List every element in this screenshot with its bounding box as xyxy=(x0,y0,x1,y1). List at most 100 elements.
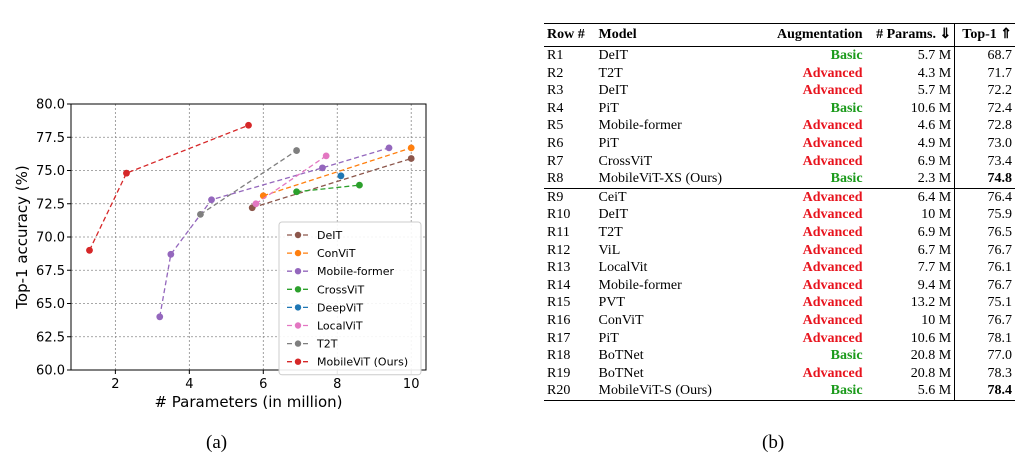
legend-marker-deit xyxy=(294,231,302,239)
cell-model: ViL xyxy=(598,242,621,258)
cell-top1: 78.3 xyxy=(954,364,1015,383)
cell-row-number: R20 xyxy=(544,382,596,401)
cell-top1: 75.1 xyxy=(954,294,1015,312)
cell-top1: 76.4 xyxy=(954,187,1015,207)
table-row: R16 ConViT Advanced 10 M 76.7 xyxy=(544,311,1015,330)
cell-top1: 72.2 xyxy=(954,82,1015,100)
cell-params: 5.7 M xyxy=(917,83,952,99)
cell-row-number: R9 xyxy=(544,187,596,207)
cell-params: 6.9 M xyxy=(917,224,952,240)
legend-marker-deepvit xyxy=(294,304,302,311)
cell-row-number: R16 xyxy=(547,312,571,328)
legend-label-t2t: T2T xyxy=(316,338,338,351)
cell-model: DeIT xyxy=(598,207,629,223)
cell-model: MobileViT-XS (Ours) xyxy=(598,171,723,187)
x-tick-label: 10 xyxy=(403,377,420,392)
data-point-t2t xyxy=(293,147,300,154)
data-point-mobile-former xyxy=(385,144,393,152)
x-tick-label: 8 xyxy=(333,377,341,392)
results-table-container: Row # Model Augmentation # Params. ⇓ Top… xyxy=(544,23,1015,401)
y-tick-label: 72.5 xyxy=(36,197,65,212)
cell-augmentation: Advanced xyxy=(802,135,863,151)
data-point-mobile-former xyxy=(167,250,175,258)
table-row: R11 T2T Advanced 6.9 M 76.5 xyxy=(544,223,1015,242)
cell-model: PiT xyxy=(598,100,619,116)
chart-ticks: 2 4 6 8 10 60.0 62.5 65.0 67.5 70.0 72.5 75.0 77.5 80… xyxy=(36,98,419,393)
table-row: R4 PiT Basic 10.6 M 72.4 xyxy=(544,99,1015,118)
table-row: R1 DeIT Basic 5.7 M 68.7 xyxy=(544,46,1015,65)
series-line-convit xyxy=(263,147,412,197)
y-tick-label: 62.5 xyxy=(36,330,65,345)
cell-row-number: R15 xyxy=(547,295,571,311)
cell-model: DeIT xyxy=(598,48,629,63)
cell-row-number: R17 xyxy=(547,330,571,346)
chart-legend: DeIT ConViT Mobile-former CrossViT DeepViT Lo… xyxy=(278,221,422,376)
data-point-deepvit xyxy=(337,172,345,180)
cell-row-number: R1 xyxy=(547,48,564,63)
cell-augmentation: Basic xyxy=(830,100,863,116)
data-point-convit xyxy=(407,144,415,152)
series-line-mobilevit-ours xyxy=(88,124,249,251)
table-row: R5 Mobile-former Advanced 4.6 M 72.8 xyxy=(544,117,1015,135)
cell-top1: 76.5 xyxy=(954,223,1015,242)
cell-row-number: R7 xyxy=(547,153,564,169)
header-params: # Params. ⇓ xyxy=(865,23,955,47)
data-point-mobilevit-ours xyxy=(245,121,252,129)
cell-row-number: R8 xyxy=(547,171,564,187)
table-row: R10 DeIT Advanced 10 M 75.9 xyxy=(544,206,1015,224)
cell-row-number: R6 xyxy=(547,135,564,151)
chart-series xyxy=(86,121,415,321)
cell-params: 4.9 M xyxy=(917,135,952,151)
cell-augmentation: Advanced xyxy=(802,365,863,381)
cell-top1: 75.9 xyxy=(954,206,1015,224)
cell-params: 4.3 M xyxy=(917,65,952,81)
cell-params: 20.8 M xyxy=(910,365,952,381)
series-line-t2t xyxy=(200,150,297,215)
y-tick-label: 75.0 xyxy=(36,164,65,179)
cell-params: 10 M xyxy=(921,312,952,328)
cell-model: Mobile-former xyxy=(598,277,682,293)
cell-model: BoTNet xyxy=(598,365,644,381)
cell-row-number: R13 xyxy=(547,260,571,276)
cell-augmentation: Basic xyxy=(756,382,866,401)
data-point-t2t xyxy=(197,210,204,218)
cell-model: BoTNet xyxy=(598,348,644,364)
cell-row-number: R14 xyxy=(547,277,571,293)
cell-model: T2T xyxy=(598,224,623,240)
legend-label-deit: DeIT xyxy=(317,229,342,242)
data-point-mobile-former xyxy=(208,196,215,204)
cell-model: T2T xyxy=(598,65,623,81)
cell-augmentation: Basic xyxy=(830,348,863,364)
cell-model: CrossViT xyxy=(598,153,653,169)
header-row-number: Row # xyxy=(544,23,596,47)
cell-params: 6.7 M xyxy=(917,242,952,258)
cell-top1: 71.7 xyxy=(954,64,1015,83)
legend-marker-convit xyxy=(294,249,302,257)
table-row: R8 MobileViT-XS (Ours) Basic 2.3 M 74.8 xyxy=(544,170,1015,189)
cell-row-number: R2 xyxy=(547,65,564,81)
cell-row-number: R3 xyxy=(547,83,564,99)
cell-augmentation: Advanced xyxy=(802,242,863,258)
y-tick-label: 60.0 xyxy=(36,364,65,379)
x-tick-label: 2 xyxy=(111,377,119,392)
header-augmentation: Augmentation xyxy=(756,23,866,47)
data-point-localvit xyxy=(322,152,330,160)
table-row: R17 PiT Advanced 10.6 M 78.1 xyxy=(544,329,1015,348)
cell-params: 10.6 M xyxy=(910,100,952,116)
cell-row-number: R19 xyxy=(547,365,571,381)
cell-params: 5.6 M xyxy=(865,382,955,401)
cell-params: 7.7 M xyxy=(917,260,952,276)
y-tick-label: 77.5 xyxy=(36,131,65,146)
results-table: Row # Model Augmentation # Params. ⇓ Top… xyxy=(544,23,1015,401)
legend-label-deepvit: DeepViT xyxy=(317,301,363,314)
x-axis-label: # Parameters (in million) xyxy=(154,393,342,411)
legend-marker-mobile-former xyxy=(294,268,302,275)
cell-params: 10.6 M xyxy=(910,330,952,346)
x-tick-label: 4 xyxy=(185,377,193,392)
header-model: Model xyxy=(595,23,757,47)
cell-augmentation: Advanced xyxy=(756,187,866,207)
table-header-row: Row # Model Augmentation # Params. ⇓ Top… xyxy=(544,23,1015,47)
header-top1: Top-1 ⇑ xyxy=(954,23,1015,47)
table-row: R12 ViL Advanced 6.7 M 76.7 xyxy=(544,241,1015,260)
table-row: R15 PVT Advanced 13.2 M 75.1 xyxy=(544,294,1015,312)
